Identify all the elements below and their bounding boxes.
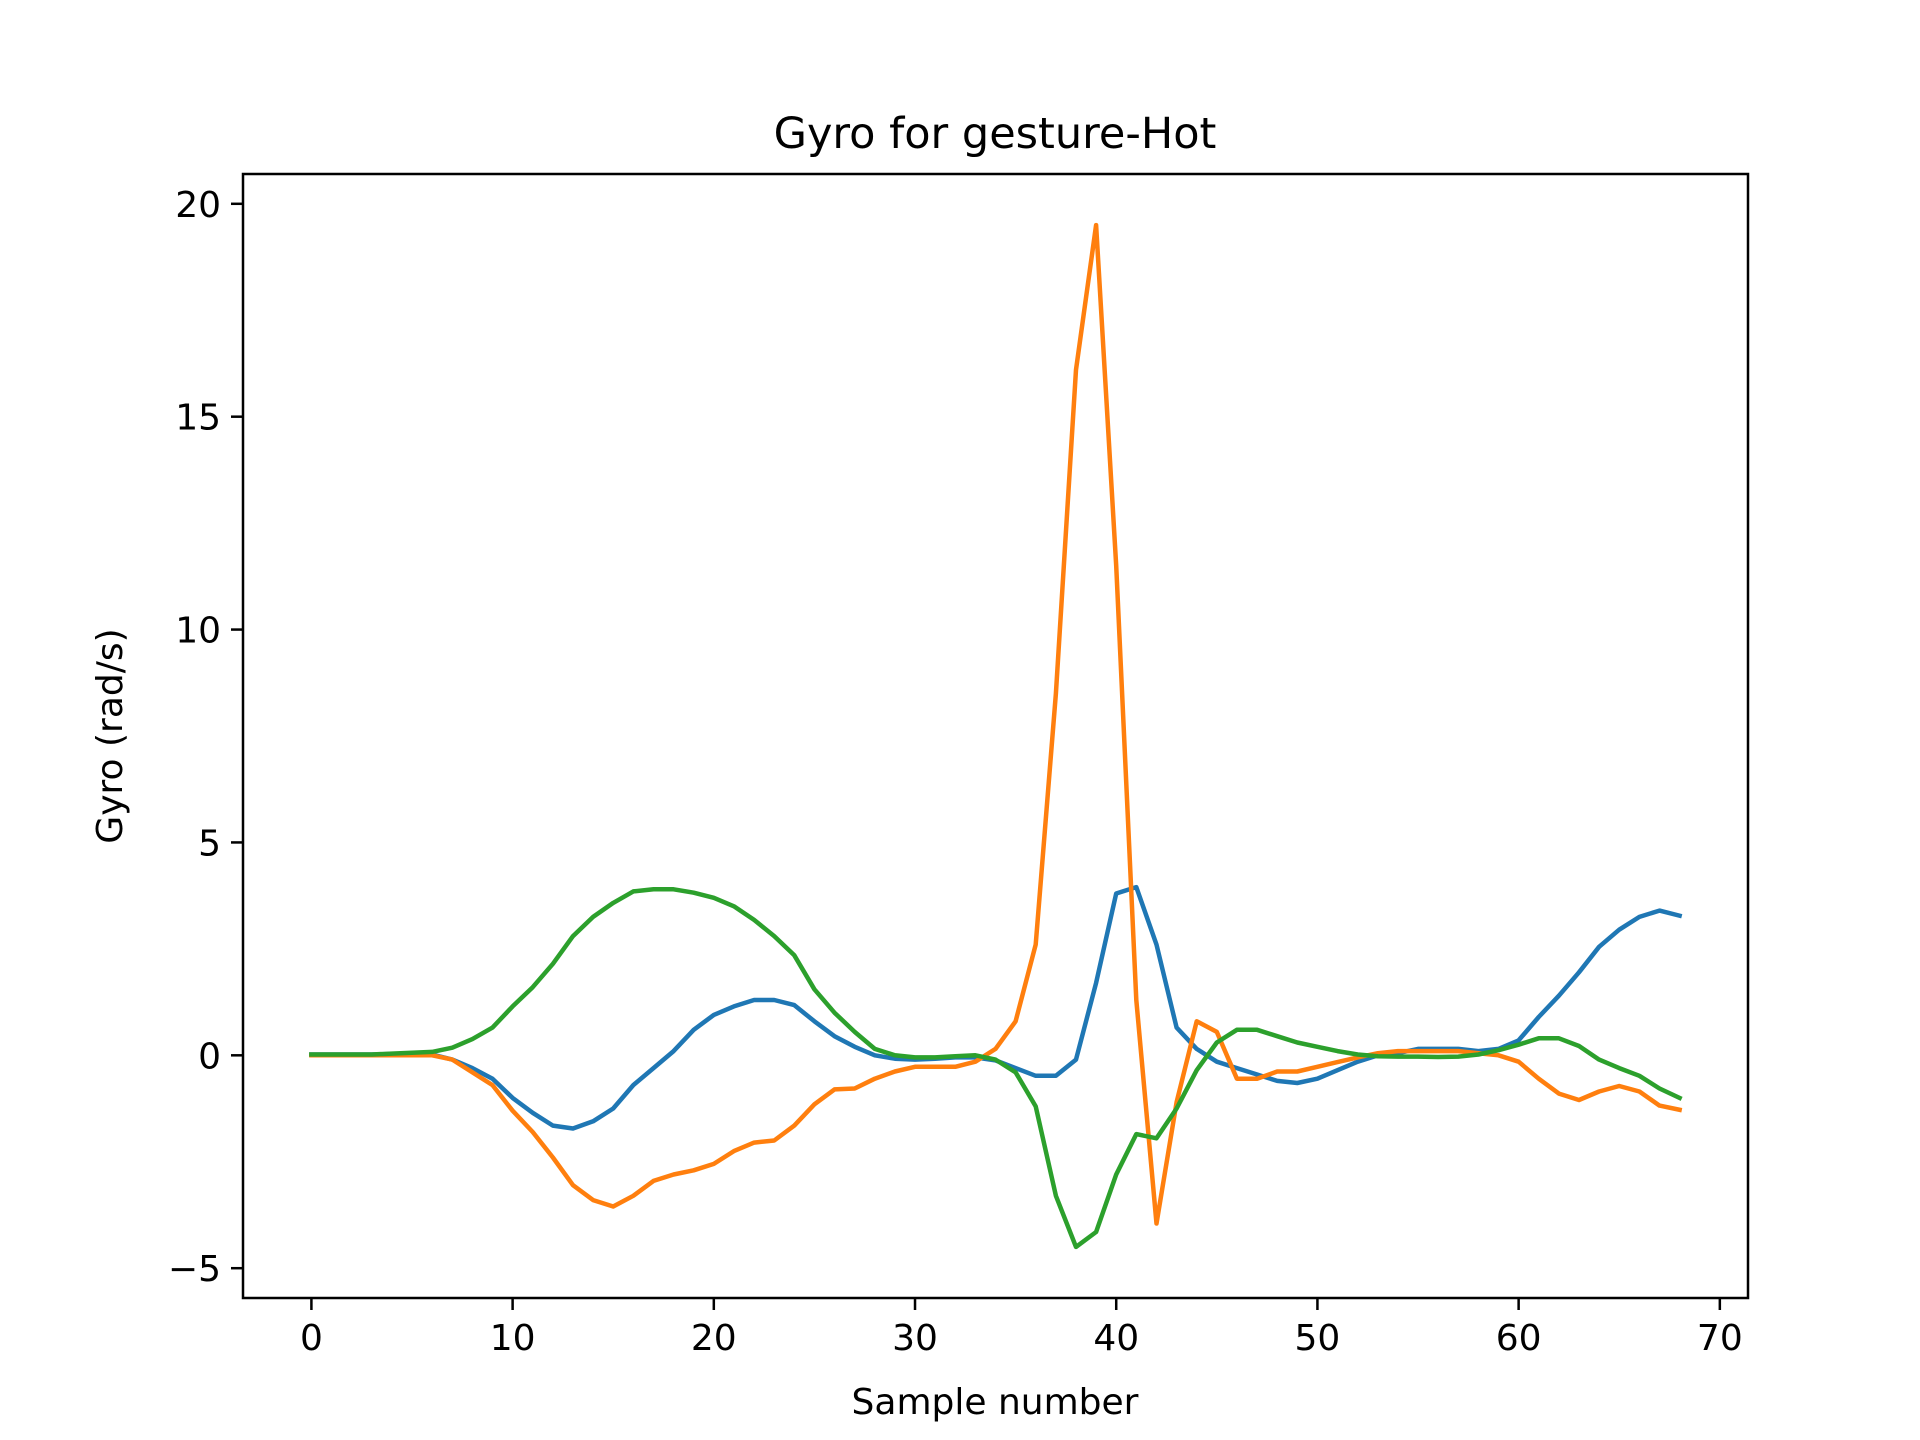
plot-area-background [243,174,1748,1298]
x-tick-label: 0 [300,1318,323,1359]
y-axis-ticks: −5 0 5 10 15 20 [168,185,243,1290]
x-tick-label: 60 [1496,1318,1542,1359]
x-tick-label: 20 [691,1318,737,1359]
x-tick-label: 10 [490,1318,536,1359]
y-tick-label: 20 [175,185,221,226]
series-line-3 [309,887,1683,1250]
x-axis-label: Sample number [852,1382,1139,1423]
x-tick-label: 40 [1093,1318,1139,1359]
y-tick-label: 10 [175,611,221,652]
x-tick-label: 50 [1295,1318,1341,1359]
chart-title: Gyro for gesture-Hot [774,109,1217,159]
x-tick-label: 30 [892,1318,938,1359]
y-tick-label: 15 [175,398,221,439]
x-axis-ticks: 0 10 20 30 40 50 60 70 [300,1298,1743,1359]
y-tick-label: 0 [198,1036,221,1077]
x-tick-label: 70 [1697,1318,1743,1359]
y-tick-label: −5 [168,1249,221,1290]
y-axis-label: Gyro (rad/s) [90,628,131,843]
y-tick-label: 5 [198,823,221,864]
series-layer [309,222,1683,1250]
series-line-2 [309,222,1683,1226]
plot-frame [241,172,1750,1300]
